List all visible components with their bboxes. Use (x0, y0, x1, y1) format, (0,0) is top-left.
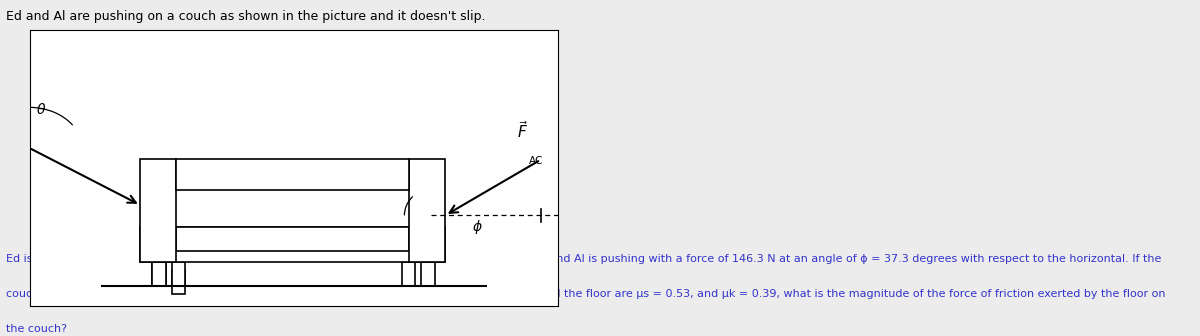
Text: $\phi$: $\phi$ (472, 218, 482, 236)
Text: AC: AC (529, 156, 544, 166)
Text: Ed and Al are pushing on a couch as shown in the picture and it doesn't slip.: Ed and Al are pushing on a couch as show… (6, 10, 486, 23)
Text: couch has a mass of 89 kg and the coefficients of static and kinetic friction be: couch has a mass of 89 kg and the coeffi… (6, 289, 1165, 299)
Bar (152, 262, 166, 286)
Bar (152, 262, 166, 286)
Bar (421, 262, 434, 286)
Bar (140, 227, 445, 262)
Text: $\vec{F}$: $\vec{F}$ (517, 120, 528, 141)
Bar (409, 159, 445, 262)
Text: the couch?: the couch? (6, 324, 67, 334)
Bar (172, 262, 185, 286)
Bar (402, 262, 415, 286)
Bar (140, 159, 176, 262)
Text: $\theta$: $\theta$ (36, 101, 47, 117)
Bar (176, 227, 409, 251)
Bar (172, 270, 185, 294)
Text: Ed is pushing with a force of 352.9 N at an angle of θ = 56.1 degrees with respe: Ed is pushing with a force of 352.9 N at… (6, 254, 1162, 264)
Bar (176, 159, 409, 190)
